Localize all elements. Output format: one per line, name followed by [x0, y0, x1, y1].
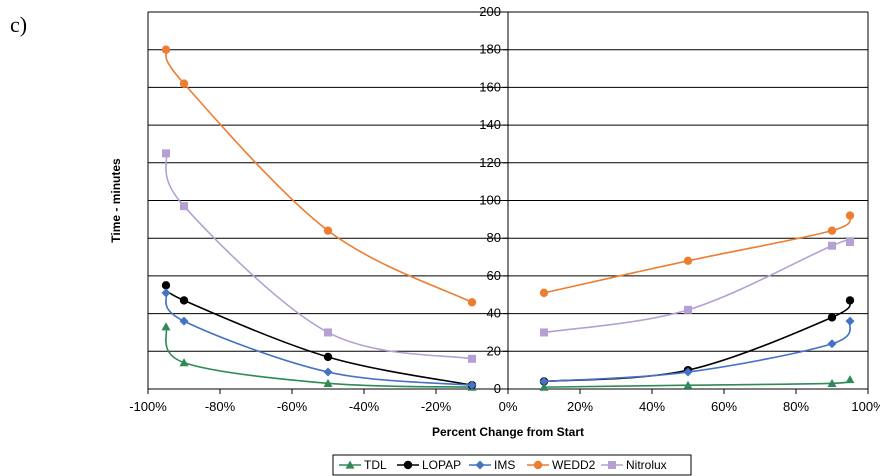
- series-line-ims: [543, 320, 851, 383]
- data-point-tdl: [845, 375, 855, 384]
- y-tick-label: 140: [479, 117, 501, 132]
- data-point-ims: [161, 288, 171, 298]
- legend-marker-lopap: [403, 460, 413, 470]
- series-ims: [161, 288, 855, 390]
- data-point-wedd2: [683, 256, 693, 266]
- data-point-lopap: [323, 352, 333, 362]
- data-point-wedd2: [467, 298, 477, 307]
- x-tick-label: 100%: [851, 399, 880, 414]
- panel-label: c): [10, 12, 27, 37]
- data-point-wedd2: [827, 226, 837, 235]
- y-tick-label: 0: [494, 381, 501, 396]
- legend-label-tdl: TDL: [364, 458, 387, 472]
- legend-label-ims: IMS: [494, 458, 515, 472]
- legend-label-wedd2: WEDD2: [552, 458, 596, 472]
- x-tick-label: -100%: [129, 399, 167, 414]
- y-tick-label: 40: [487, 306, 501, 321]
- series-line-nitrolux: [165, 153, 473, 360]
- data-point-nitrolux: [684, 305, 692, 314]
- series-tdl: [161, 322, 855, 391]
- data-point-tdl: [539, 382, 549, 391]
- legend-marker-wedd2: [533, 460, 543, 470]
- data-point-wedd2: [161, 45, 171, 54]
- legend-marker-ims: [475, 460, 485, 470]
- y-tick-label: 80: [487, 230, 501, 245]
- data-point-lopap: [827, 313, 837, 322]
- data-point-lopap: [845, 296, 855, 305]
- y-tick-label: 160: [479, 79, 501, 94]
- data-point-wedd2: [845, 211, 855, 220]
- y-tick-label: 100: [479, 193, 501, 208]
- y-tick-label: 180: [479, 42, 501, 57]
- data-point-lopap: [161, 281, 171, 290]
- data-point-ims: [539, 376, 549, 386]
- data-point-ims: [323, 367, 333, 377]
- data-point-ims: [179, 316, 189, 326]
- x-tick-label: -40%: [349, 399, 380, 414]
- series-line-wedd2: [165, 49, 473, 304]
- y-tick-label: 200: [479, 4, 501, 19]
- x-tick-label: -20%: [421, 399, 452, 414]
- data-point-nitrolux: [162, 149, 170, 158]
- legend-box: [332, 454, 692, 476]
- series-line-lopap: [543, 299, 851, 383]
- y-axis-title: Time - minutes: [109, 158, 123, 243]
- data-point-tdl: [323, 378, 333, 387]
- x-tick-labels: -100% -80% -60% -40% -20% 0% 20% 40% 60% 80% 100%: [129, 399, 880, 414]
- data-point-nitrolux: [540, 328, 548, 337]
- data-point-wedd2: [539, 288, 549, 298]
- axes: [147, 11, 869, 394]
- series-line-tdl: [165, 326, 473, 388]
- data-point-ims: [467, 380, 477, 390]
- data-point-ims: [827, 339, 837, 349]
- series-line-ims: [165, 292, 473, 387]
- data-point-wedd2: [179, 79, 189, 88]
- data-point-tdl: [161, 322, 171, 331]
- data-point-nitrolux: [180, 202, 188, 211]
- data-point-wedd2: [323, 226, 333, 235]
- legend-label-lopap: LOPAP: [422, 458, 461, 472]
- x-tick-label: 80%: [783, 399, 809, 414]
- series-nitrolux: [162, 149, 854, 363]
- legend-marker-nitrolux: [608, 461, 616, 469]
- series-wedd2: [161, 45, 855, 307]
- data-point-nitrolux: [468, 354, 476, 363]
- data-point-tdl: [179, 358, 189, 367]
- x-tick-label: 0%: [499, 399, 518, 414]
- legend-marker-tdl: [345, 460, 355, 469]
- data-point-nitrolux: [324, 328, 332, 337]
- legend: TDL LOPAP IMS WEDD2 Nitrolux: [332, 454, 692, 476]
- data-point-tdl: [683, 380, 693, 389]
- y-tick-labels: 0 20 40 60 80 100 120 140 160 180 200: [479, 4, 501, 396]
- series-line-wedd2: [543, 214, 851, 294]
- x-axis-title: Percent Change from Start: [432, 425, 584, 439]
- x-tick-label: 60%: [711, 399, 737, 414]
- data-point-nitrolux: [828, 241, 836, 250]
- data-point-ims: [845, 316, 855, 326]
- y-tick-label: 120: [479, 155, 501, 170]
- x-tick-label: -80%: [205, 399, 236, 414]
- x-tick-label: -60%: [277, 399, 308, 414]
- x-tick-label: 20%: [567, 399, 593, 414]
- data-point-ims: [683, 367, 693, 377]
- data-point-nitrolux: [846, 237, 854, 246]
- series-line-tdl: [543, 378, 851, 388]
- series-layer: [161, 45, 855, 391]
- data-point-lopap: [179, 296, 189, 305]
- data-point-tdl: [827, 378, 837, 387]
- y-tick-label: 60: [487, 268, 501, 283]
- legend-label-nitrolux: Nitrolux: [626, 458, 667, 472]
- series-line-nitrolux: [543, 238, 851, 334]
- x-tick-label: 40%: [639, 399, 665, 414]
- y-tick-label: 20: [487, 343, 501, 358]
